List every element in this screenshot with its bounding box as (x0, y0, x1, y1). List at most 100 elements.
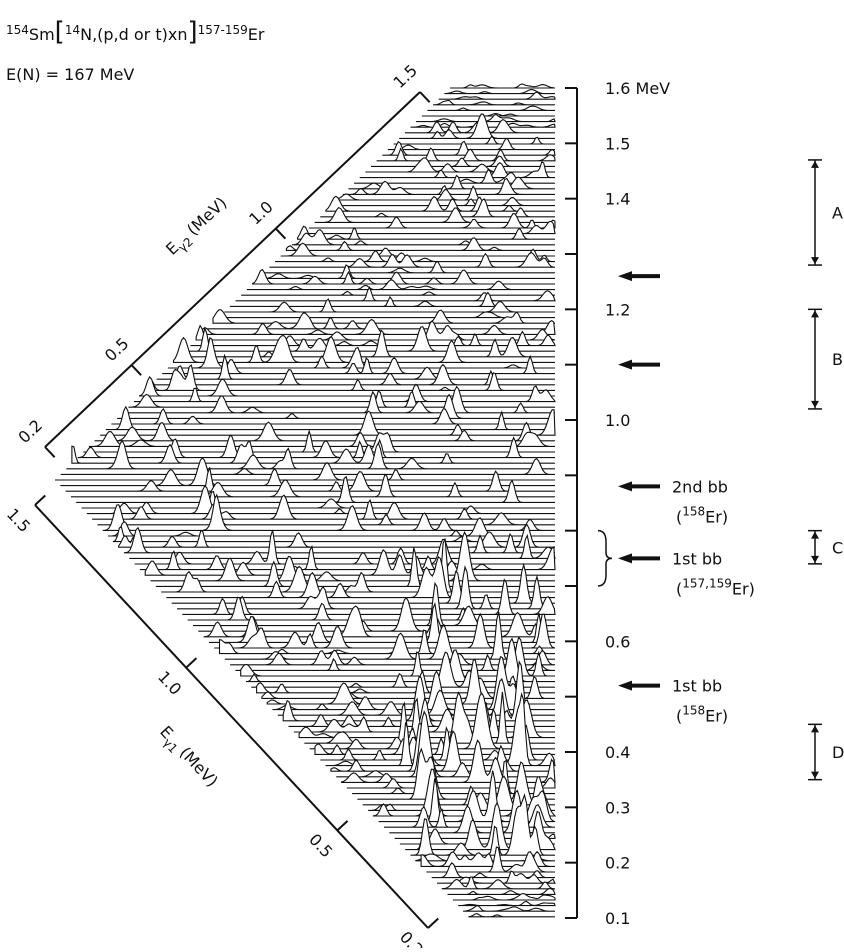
ridge-line (342, 177, 555, 195)
ridge-line (105, 405, 555, 431)
title: 154Sm[14N,(p,d or t)xn]157-159Er (6, 17, 265, 47)
ridge-line (416, 113, 556, 123)
energy-tick-label: 0.3 (605, 798, 630, 817)
region-label: C (832, 538, 843, 557)
diagonal-tick (427, 917, 439, 929)
diagonal-tick (130, 364, 142, 376)
ridge-line (139, 544, 556, 571)
title-part: Sm (29, 25, 55, 44)
region-arrowhead (811, 160, 819, 168)
ridge-line (365, 157, 555, 173)
ridge-line (468, 913, 555, 918)
ridge-line (308, 213, 556, 229)
region-arrowhead (811, 725, 819, 733)
arrow (618, 680, 660, 691)
ridge-line (458, 900, 556, 907)
ridge-line (463, 904, 555, 912)
ridge-line (179, 329, 555, 358)
energy-tick-label: 0.2 (605, 854, 630, 873)
ridge-line (441, 876, 555, 890)
arrow-label: 1st bb (672, 549, 722, 568)
ridge-line (60, 456, 555, 487)
nucleus-part: Er) (705, 707, 728, 726)
ridge-line (280, 242, 555, 257)
ridge-line (77, 435, 555, 459)
title-part: N,(p,d or t)xn (80, 25, 187, 44)
title-part: 154 (6, 23, 29, 37)
ridge-line (438, 91, 556, 100)
diagonal-axis (34, 504, 429, 929)
arrow-label: 1st bb (672, 677, 722, 696)
ridge-line (325, 692, 556, 767)
ridge-line (65, 467, 555, 492)
ridge-line (371, 155, 555, 167)
diagonal-tick (419, 91, 431, 103)
ridge-line (161, 538, 555, 593)
region-arrowhead (811, 531, 819, 539)
nucleus-part: 158 (682, 704, 705, 718)
ridge-line (421, 112, 555, 117)
ridge-line (108, 517, 555, 537)
ridge-line (144, 549, 555, 576)
ridge-line (111, 407, 555, 425)
ridge-line (224, 298, 555, 313)
region-label: D (832, 743, 844, 762)
ridge-line (251, 268, 555, 285)
ridge-line (212, 309, 555, 324)
ridge-line (331, 197, 555, 207)
nucleus-part: 158 (682, 504, 705, 518)
ridge-line (427, 105, 555, 111)
title-part: 14 (65, 23, 80, 37)
title-part: ] (187, 17, 197, 47)
ridge-line (76, 475, 555, 503)
ridge-line (144, 364, 555, 391)
ridge-line (431, 862, 555, 879)
title-part: Er (248, 25, 265, 44)
ridge-line (263, 260, 555, 274)
beam-energy: E(N) = 167 MeV (6, 65, 134, 84)
nucleus-part: ( (676, 579, 682, 598)
region-arrowhead (811, 771, 819, 779)
diagonal-tick (44, 446, 56, 458)
arrow-nucleus: (158Er) (676, 504, 728, 526)
region-arrowhead (811, 310, 819, 318)
ridge-line (129, 533, 556, 559)
region-arrowhead (811, 400, 819, 408)
nucleus-part: Er) (732, 579, 755, 598)
nucleus-part: Er) (705, 507, 728, 526)
ridge-line (376, 147, 556, 162)
energy-tick-label: 0.1 (605, 909, 630, 928)
title-part: 157-159 (198, 23, 248, 37)
ridge-plot (55, 83, 557, 918)
ridge-line (282, 660, 555, 722)
ridge-line (452, 892, 556, 901)
ridge-line (420, 850, 555, 867)
ridge-line (320, 198, 555, 218)
ridge-line (433, 99, 555, 106)
ridge-line (285, 237, 555, 251)
arrow (618, 271, 660, 282)
arrow (618, 481, 660, 492)
ridge-line (201, 318, 556, 335)
arrow (618, 359, 660, 370)
ridge-line (122, 385, 555, 414)
ridge-line (362, 761, 555, 806)
arrow (618, 553, 660, 564)
energy-tick-label: 0.6 (605, 632, 630, 651)
ridge-line (150, 530, 555, 582)
diagonal-tick (275, 227, 287, 240)
nucleus-part: ( (676, 507, 682, 526)
ridge-line (81, 490, 555, 509)
brace (597, 529, 613, 587)
ridge-line (297, 225, 555, 240)
ridge-line (218, 311, 555, 319)
arrow-nucleus: (157,159Er) (676, 576, 755, 598)
energy-tick-label: 1.0 (605, 411, 630, 430)
ridge-line (139, 376, 555, 397)
ridge-line (241, 290, 555, 296)
region-arrowhead (811, 555, 819, 563)
ridge-line (336, 185, 555, 201)
diagonal-axis (44, 91, 421, 448)
ridge-line (100, 409, 556, 436)
